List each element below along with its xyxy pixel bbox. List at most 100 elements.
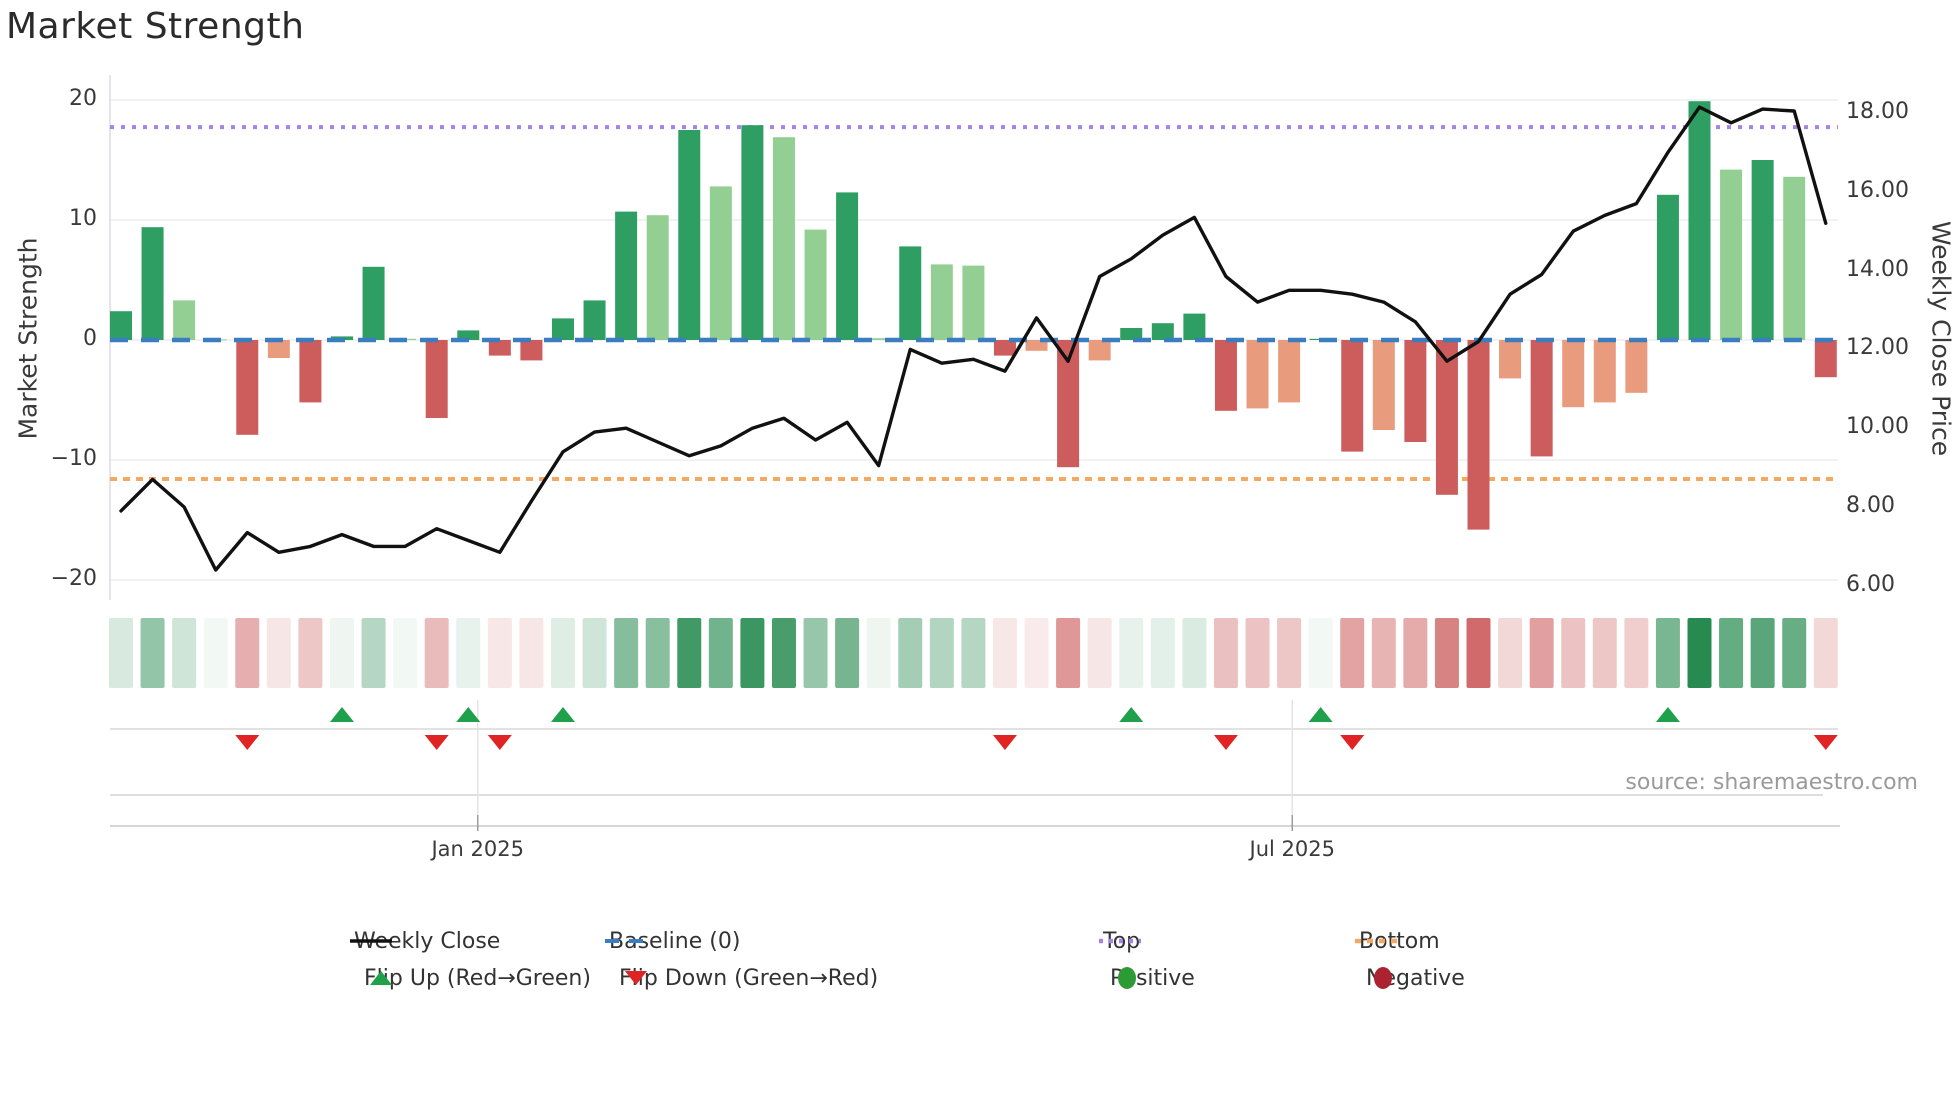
heatmap-cell — [992, 618, 1017, 688]
heatmap-cell — [1182, 618, 1207, 688]
flip-up-icon — [550, 707, 575, 722]
bar — [930, 264, 953, 340]
flip-down-icon — [1340, 735, 1365, 750]
legend-item: Top — [1097, 926, 1141, 956]
flip-up-icon — [1655, 707, 1680, 722]
bar — [1562, 340, 1585, 408]
x-tick-label: Jul 2025 — [1249, 837, 1335, 861]
left-tick-label: 10 — [69, 206, 97, 231]
legend-item: Baseline (0) — [603, 926, 740, 956]
flip-down-icon — [1813, 735, 1838, 750]
bar — [678, 130, 701, 340]
x-tick-label: Jan 2025 — [431, 837, 524, 861]
heatmap-cell — [803, 618, 828, 688]
bar — [1151, 323, 1174, 340]
heatmap-cell — [708, 618, 733, 688]
heatmap-cell — [1687, 618, 1712, 688]
heatmap-cell — [519, 618, 544, 688]
heatmap-cell — [393, 618, 418, 688]
bar — [488, 340, 511, 356]
heatmap-cell — [550, 618, 575, 688]
bar — [1499, 340, 1522, 379]
bar — [267, 340, 290, 358]
heatmap-cell — [1750, 618, 1775, 688]
negative-swatch-icon — [1374, 967, 1392, 989]
bar — [425, 340, 448, 418]
heatmap-cell — [1087, 618, 1112, 688]
heatmap-cell — [1529, 618, 1554, 688]
bar — [804, 229, 827, 340]
bar — [615, 211, 638, 340]
heatmap-cell — [898, 618, 923, 688]
bottom-swatch-icon — [1355, 938, 1397, 944]
bar — [1057, 340, 1080, 468]
weekly-close-line — [119, 105, 1828, 572]
chart-title: Market Strength — [6, 6, 305, 47]
heatmap-cell — [645, 618, 670, 688]
heatmap-cell — [109, 618, 133, 688]
heatmap-cell — [677, 618, 702, 688]
flip-down-icon — [235, 735, 260, 750]
heatmap-cell — [1277, 618, 1302, 688]
bar — [772, 137, 795, 340]
bar — [457, 330, 480, 340]
flip-up-swatch-icon — [370, 971, 392, 985]
legend-item: Negative — [1360, 963, 1465, 993]
heatmap-cell — [1561, 618, 1586, 688]
bar — [1467, 340, 1490, 530]
bar — [1688, 101, 1711, 340]
heatmap-cell — [1213, 618, 1238, 688]
heatmap-cell — [424, 618, 449, 688]
right-tick-label: 10.00 — [1846, 414, 1909, 440]
heatmap-cell — [1371, 618, 1396, 688]
bar — [1783, 176, 1806, 340]
heatmap-cell — [1592, 618, 1617, 688]
heatmap-cell — [1434, 618, 1459, 688]
flip-down-icon — [487, 735, 512, 750]
bar — [1246, 340, 1269, 409]
bar — [1088, 340, 1111, 361]
left-tick-label: 20 — [69, 86, 97, 111]
heatmap-cell — [1624, 618, 1649, 688]
bar — [867, 338, 890, 340]
heatmap-cell — [1403, 618, 1428, 688]
legend-item-label: Flip Up (Red→Green) — [364, 965, 591, 991]
bar — [1720, 169, 1743, 340]
right-tick-label: 18.00 — [1846, 99, 1909, 124]
right-tick-label: 12.00 — [1846, 335, 1909, 361]
weekly-close-swatch-icon — [350, 939, 392, 943]
heatmap-cell — [740, 618, 765, 688]
flip-up-icon — [1119, 707, 1144, 722]
bar — [1183, 313, 1206, 340]
bar — [1530, 340, 1553, 457]
right-tick-label: 8.00 — [1846, 493, 1895, 518]
left-tick-label: 0 — [83, 326, 97, 351]
bar — [1404, 340, 1427, 442]
bar — [1593, 340, 1616, 403]
heatmap-cell — [172, 618, 197, 688]
heatmap-cell — [866, 618, 891, 688]
heatmap-cell — [298, 618, 323, 688]
heatmap-cell — [266, 618, 291, 688]
legend-item: Flip Up (Red→Green) — [358, 963, 591, 993]
heatmap-cell — [1150, 618, 1175, 688]
legend-item: Weekly Close — [348, 926, 500, 956]
left-tick-label: −20 — [50, 566, 97, 591]
flip-down-icon — [1213, 735, 1238, 750]
heatmap-cell — [1340, 618, 1365, 688]
bar — [173, 300, 196, 340]
bar — [520, 340, 543, 361]
heatmap-cell — [329, 618, 354, 688]
top-swatch-icon — [1099, 938, 1141, 944]
bar — [1751, 160, 1774, 340]
source-credit: source: sharemaestro.com — [1625, 770, 1918, 795]
bar — [993, 340, 1016, 356]
legend-item: Positive — [1104, 963, 1195, 993]
heatmap-cell — [1655, 618, 1680, 688]
heatmap-cell — [1782, 618, 1807, 688]
legend-item: Flip Down (Green→Red) — [613, 963, 878, 993]
bar — [1214, 340, 1237, 411]
flip-up-icon — [1308, 707, 1333, 722]
bar — [741, 125, 764, 340]
